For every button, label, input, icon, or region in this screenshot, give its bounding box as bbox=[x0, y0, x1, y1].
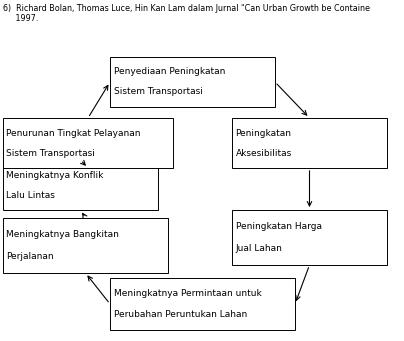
Text: Sistem Transportasi: Sistem Transportasi bbox=[6, 148, 95, 158]
Bar bbox=[232, 210, 387, 265]
Bar bbox=[110, 57, 275, 107]
Text: Penyediaan Peningkatan: Penyediaan Peningkatan bbox=[114, 68, 225, 76]
Text: Meningkatnya Permintaan untuk: Meningkatnya Permintaan untuk bbox=[114, 289, 261, 298]
Bar bbox=[110, 278, 295, 330]
Text: Jual Lahan: Jual Lahan bbox=[236, 244, 282, 253]
Text: Aksesibilitas: Aksesibilitas bbox=[236, 148, 292, 158]
Text: Perjalanan: Perjalanan bbox=[6, 252, 54, 261]
Text: Peningkatan Harga: Peningkatan Harga bbox=[236, 222, 322, 231]
Text: Peningkatan: Peningkatan bbox=[236, 129, 292, 137]
Text: 1997.: 1997. bbox=[3, 14, 38, 23]
Bar bbox=[3, 160, 158, 210]
Text: Lalu Lintas: Lalu Lintas bbox=[6, 191, 55, 199]
Bar bbox=[3, 218, 168, 273]
Text: Meningkatnya Bangkitan: Meningkatnya Bangkitan bbox=[6, 230, 119, 239]
Text: Meningkatnya Konflik: Meningkatnya Konflik bbox=[6, 170, 104, 179]
Text: Sistem Transportasi: Sistem Transportasi bbox=[114, 88, 202, 97]
Text: Penurunan Tingkat Pelayanan: Penurunan Tingkat Pelayanan bbox=[6, 129, 141, 137]
Bar bbox=[232, 118, 387, 168]
Bar bbox=[3, 118, 173, 168]
Text: Perubahan Peruntukan Lahan: Perubahan Peruntukan Lahan bbox=[114, 310, 247, 319]
Text: 6)  Richard Bolan, Thomas Luce, Hin Kan Lam dalam Jurnal "Can Urban Growth be Co: 6) Richard Bolan, Thomas Luce, Hin Kan L… bbox=[3, 4, 370, 13]
